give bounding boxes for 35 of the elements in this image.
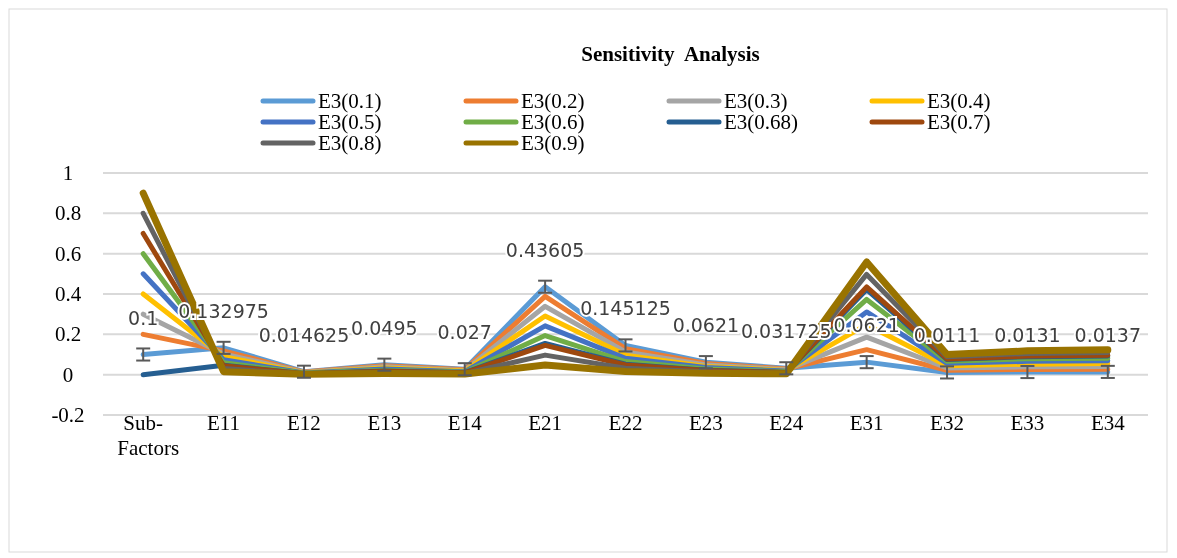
x-tick-label: E23 <box>688 410 723 435</box>
x-tick-label: E22 <box>608 410 643 435</box>
x-tick-label: E31 <box>849 410 884 435</box>
y-tick-label: 0.2 <box>54 322 82 347</box>
data-label: 0.0137 <box>1074 323 1142 346</box>
x-tick-label: E34 <box>1090 410 1126 435</box>
chart-title: Sensitivity Analysis <box>581 42 760 66</box>
data-label: 0.0495 <box>351 316 418 339</box>
x-tick-label: E32 <box>930 410 964 435</box>
legend-label: E3(0.2) <box>521 89 585 113</box>
data-label: 0.0621 <box>833 314 900 337</box>
data-label: 0.027 <box>437 321 492 344</box>
legend-label: E3(0.1) <box>318 89 382 113</box>
y-tick-label: -0.2 <box>51 403 85 427</box>
data-label: 0.014625 <box>258 323 350 346</box>
legend-label: E3(0.3) <box>724 89 788 113</box>
x-tick-label: E21 <box>528 410 563 435</box>
x-tick-label: E13 <box>367 410 402 435</box>
data-label: 0.43605 <box>505 238 585 261</box>
x-tick-label: E24 <box>769 410 804 435</box>
x-tick-label: E12 <box>287 410 321 435</box>
x-tick-label: E14 <box>447 410 483 435</box>
data-label: 0.0131 <box>994 324 1061 347</box>
y-tick-label: 0.4 <box>54 282 82 306</box>
data-label: 0.0621 <box>672 314 740 337</box>
y-tick-label: 0 <box>62 362 74 387</box>
x-tick-label: E33 <box>1010 410 1045 435</box>
data-label: 0.145125 <box>580 297 671 320</box>
y-tick-label: 0.6 <box>54 241 82 266</box>
x-tick-label: Sub-Factors <box>117 410 180 460</box>
y-tick-label: 1 <box>62 161 74 185</box>
y-tick-label: 0.8 <box>54 201 82 226</box>
legend-label: E3(0.4) <box>927 89 991 113</box>
data-label: 0.1 <box>128 306 159 329</box>
x-tick-label: E11 <box>207 410 241 435</box>
